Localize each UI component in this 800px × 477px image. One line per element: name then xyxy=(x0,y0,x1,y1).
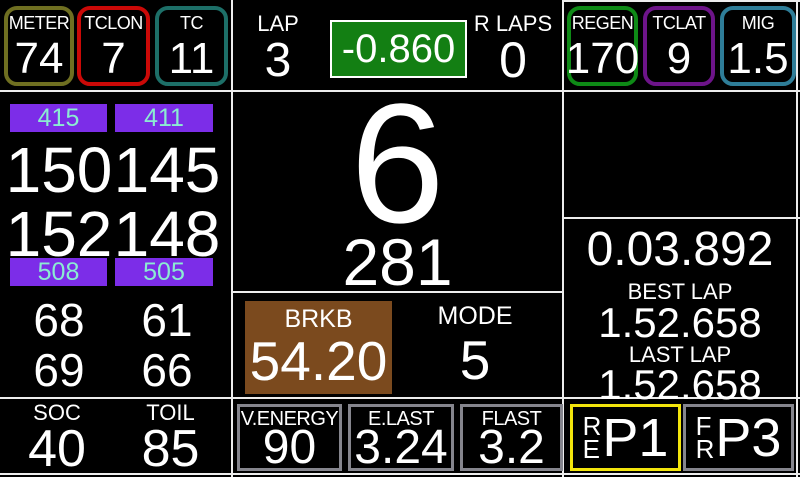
tclat-box: TCLAT 9 xyxy=(643,6,715,86)
e-last-value: 3.24 xyxy=(354,421,448,474)
meter-label: METER xyxy=(8,13,70,33)
tc-label: TC xyxy=(180,13,204,33)
divider-gear-brkb xyxy=(231,291,564,293)
tyre-temp-value: 152 xyxy=(5,198,113,270)
divider-bottom xyxy=(0,473,800,475)
tclon-box: TCLON 7 xyxy=(77,6,150,86)
divider-left-column xyxy=(231,0,233,477)
brake-balance-value: 54.20 xyxy=(249,329,388,392)
lap-value: 3 xyxy=(264,34,292,87)
speed-value: 281 xyxy=(342,225,453,299)
gear-indicator: 6 xyxy=(350,69,445,259)
regen-value: 170 xyxy=(565,33,640,83)
mode-label: MODE xyxy=(437,302,513,330)
e-last-box: E.LAST 3.24 xyxy=(348,404,454,474)
tc-value: 11 xyxy=(168,33,215,83)
delta-time-value: -0.860 xyxy=(341,26,456,71)
divider-top-right xyxy=(562,0,800,2)
divider-upper xyxy=(0,90,800,92)
mode-value: 5 xyxy=(459,329,491,391)
brake-balance-box: BRKB 54.20 xyxy=(245,301,392,394)
delta-time-box: -0.860 xyxy=(330,20,467,78)
tyre-temp-bar-left-front-value: 415 xyxy=(37,104,80,132)
v-energy-box: V.ENERGY 90 xyxy=(237,404,342,474)
rear-position-value: P1 xyxy=(602,407,669,468)
front-letter-top: F xyxy=(695,411,712,442)
gap-time-value: 0.03.892 xyxy=(586,223,774,276)
v-energy-value: 90 xyxy=(262,421,317,474)
meter-box: METER 74 xyxy=(4,6,74,86)
last-lap-label: LAST LAP xyxy=(628,342,732,367)
regen-box: REGEN 170 xyxy=(565,6,640,86)
front-axle-letters: F R xyxy=(695,411,715,464)
tclat-label: TCLAT xyxy=(652,13,706,33)
tyre-pressure-value: 66 xyxy=(141,344,193,396)
tclon-label: TCLON xyxy=(84,13,143,33)
tyre-temp-bar-right-front-value: 411 xyxy=(144,104,184,132)
rear-letter-bottom: E xyxy=(582,433,600,464)
mig-box: MIG 1.5 xyxy=(720,6,796,86)
best-lap-label: BEST LAP xyxy=(627,279,733,304)
divider-right-column xyxy=(562,0,564,477)
tclat-value: 9 xyxy=(666,33,692,83)
tyre-temp-bar-left-rear: 508 xyxy=(10,258,107,286)
best-lap-value: 1.52.658 xyxy=(598,299,762,346)
rear-axle-letters: R E xyxy=(582,411,602,464)
tyre-temp-value: 145 xyxy=(113,134,221,206)
tyre-temp-bar-left-rear-value: 508 xyxy=(37,258,80,286)
soc-label: SOC xyxy=(33,400,81,425)
front-letter-bottom: R xyxy=(695,433,715,464)
meter-value: 74 xyxy=(14,33,64,83)
front-position-value: P3 xyxy=(715,407,782,468)
tyre-temp-bar-left-front: 415 xyxy=(10,104,107,132)
soc-value: 40 xyxy=(28,420,86,477)
divider-right-edge xyxy=(796,0,798,477)
tyre-temp-bar-right-rear-value: 505 xyxy=(143,258,185,286)
f-last-label: FLAST xyxy=(481,408,542,430)
toil-label: TOIL xyxy=(146,400,195,425)
mig-value: 1.5 xyxy=(727,33,789,83)
tyre-temp-value: 148 xyxy=(113,198,221,270)
divider-timing xyxy=(562,217,800,219)
tyre-temp-bar-right-rear: 505 xyxy=(115,258,213,286)
remaining-laps-value: 0 xyxy=(499,32,527,88)
rear-letter-top: R xyxy=(582,411,602,442)
toil-value: 85 xyxy=(141,420,200,477)
mig-label: MIG xyxy=(741,13,775,33)
tclon-value: 7 xyxy=(101,33,126,83)
front-position-box: F R P3 xyxy=(683,404,794,471)
tyre-pressure-value: 69 xyxy=(33,344,85,396)
remaining-laps-label: R LAPS xyxy=(473,11,553,36)
f-last-value: 3.2 xyxy=(478,421,545,474)
tyre-temp-value: 150 xyxy=(5,134,113,206)
rear-position-box: R E P1 xyxy=(570,404,681,471)
f-last-box: FLAST 3.2 xyxy=(460,404,563,474)
tyre-temp-bar-right-front: 411 xyxy=(115,104,213,132)
tyre-pressure-value: 68 xyxy=(33,294,85,346)
lap-label: LAP xyxy=(257,11,299,36)
divider-lower xyxy=(0,397,800,399)
e-last-label: E.LAST xyxy=(368,408,434,430)
tyre-pressure-value: 61 xyxy=(141,294,193,346)
tc-box: TC 11 xyxy=(155,6,228,86)
v-energy-label: V.ENERGY xyxy=(240,408,339,430)
regen-label: REGEN xyxy=(571,13,634,33)
brake-balance-label: BRKB xyxy=(284,305,353,334)
last-lap-value: 1.52.658 xyxy=(598,361,762,408)
